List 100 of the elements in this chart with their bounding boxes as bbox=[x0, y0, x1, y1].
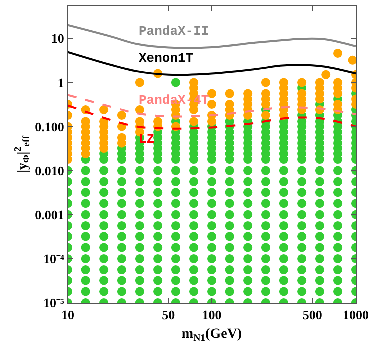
point bbox=[315, 210, 324, 220]
point bbox=[279, 166, 288, 176]
point bbox=[279, 232, 288, 242]
point bbox=[225, 287, 234, 296]
point bbox=[279, 221, 288, 230]
point bbox=[298, 177, 307, 186]
point bbox=[81, 210, 90, 220]
x-tick-label: 50 bbox=[162, 308, 176, 323]
point bbox=[261, 210, 270, 220]
point bbox=[298, 199, 307, 208]
point bbox=[81, 166, 90, 176]
point bbox=[279, 177, 288, 186]
point bbox=[279, 287, 288, 296]
point bbox=[315, 188, 324, 198]
point bbox=[334, 166, 343, 176]
point bbox=[334, 210, 343, 220]
point bbox=[171, 166, 180, 176]
point bbox=[135, 166, 144, 176]
point bbox=[279, 210, 288, 220]
point bbox=[117, 188, 126, 198]
point bbox=[117, 210, 126, 220]
point bbox=[261, 188, 270, 198]
point bbox=[208, 177, 216, 186]
point bbox=[279, 266, 288, 275]
point bbox=[154, 199, 163, 208]
point bbox=[190, 210, 199, 220]
point bbox=[117, 266, 126, 275]
point bbox=[279, 276, 288, 286]
point bbox=[298, 232, 307, 242]
point bbox=[279, 199, 288, 208]
point bbox=[208, 232, 216, 242]
point bbox=[244, 199, 253, 208]
point bbox=[135, 177, 144, 186]
point bbox=[190, 276, 199, 286]
point bbox=[298, 210, 307, 220]
point bbox=[261, 232, 270, 242]
point bbox=[261, 254, 270, 264]
point bbox=[117, 254, 126, 264]
point bbox=[100, 276, 109, 286]
point bbox=[334, 188, 343, 198]
point bbox=[244, 210, 253, 220]
point bbox=[334, 177, 343, 186]
point bbox=[100, 199, 109, 208]
point bbox=[261, 276, 270, 286]
point bbox=[315, 287, 324, 296]
point bbox=[117, 287, 126, 296]
y-tick-label: 1 bbox=[58, 75, 64, 90]
y-tick-label: 10 bbox=[51, 31, 64, 46]
point bbox=[171, 254, 180, 264]
point bbox=[244, 287, 253, 296]
point bbox=[225, 188, 234, 198]
point bbox=[279, 243, 288, 252]
y-tick-label: 10⁻⁴ bbox=[43, 251, 64, 266]
point bbox=[334, 232, 343, 242]
point bbox=[135, 254, 144, 264]
point bbox=[244, 166, 253, 176]
point bbox=[171, 221, 180, 230]
point bbox=[81, 177, 90, 186]
point bbox=[154, 177, 163, 186]
point bbox=[244, 276, 253, 286]
x-tick-label: 100 bbox=[202, 308, 222, 323]
point bbox=[117, 166, 126, 176]
point bbox=[315, 276, 324, 286]
point bbox=[154, 188, 163, 198]
point bbox=[261, 177, 270, 186]
y-tick-label: 0.001 bbox=[35, 207, 64, 222]
point bbox=[190, 166, 199, 176]
point bbox=[117, 243, 126, 252]
point bbox=[100, 254, 109, 264]
point bbox=[334, 254, 343, 264]
point bbox=[298, 166, 307, 176]
point bbox=[100, 166, 109, 176]
point bbox=[81, 287, 90, 296]
point bbox=[298, 188, 307, 198]
point bbox=[208, 276, 216, 286]
point bbox=[225, 243, 234, 252]
point bbox=[208, 188, 216, 198]
point bbox=[208, 210, 216, 220]
point bbox=[190, 243, 199, 252]
point bbox=[117, 199, 126, 208]
point bbox=[135, 232, 144, 242]
point bbox=[208, 266, 216, 275]
point bbox=[298, 254, 307, 264]
point bbox=[154, 221, 163, 230]
point bbox=[154, 266, 163, 275]
point bbox=[208, 287, 216, 296]
point bbox=[100, 266, 109, 275]
point bbox=[244, 254, 253, 264]
point bbox=[81, 276, 90, 286]
point bbox=[244, 221, 253, 230]
point bbox=[171, 243, 180, 252]
point bbox=[171, 266, 180, 275]
x-tick-label: 1000 bbox=[343, 308, 369, 323]
point bbox=[190, 254, 199, 264]
point bbox=[261, 266, 270, 275]
point bbox=[244, 188, 253, 198]
y-tick-label: 0.010 bbox=[35, 163, 64, 178]
point bbox=[100, 177, 109, 186]
point bbox=[171, 210, 180, 220]
point bbox=[100, 287, 109, 296]
